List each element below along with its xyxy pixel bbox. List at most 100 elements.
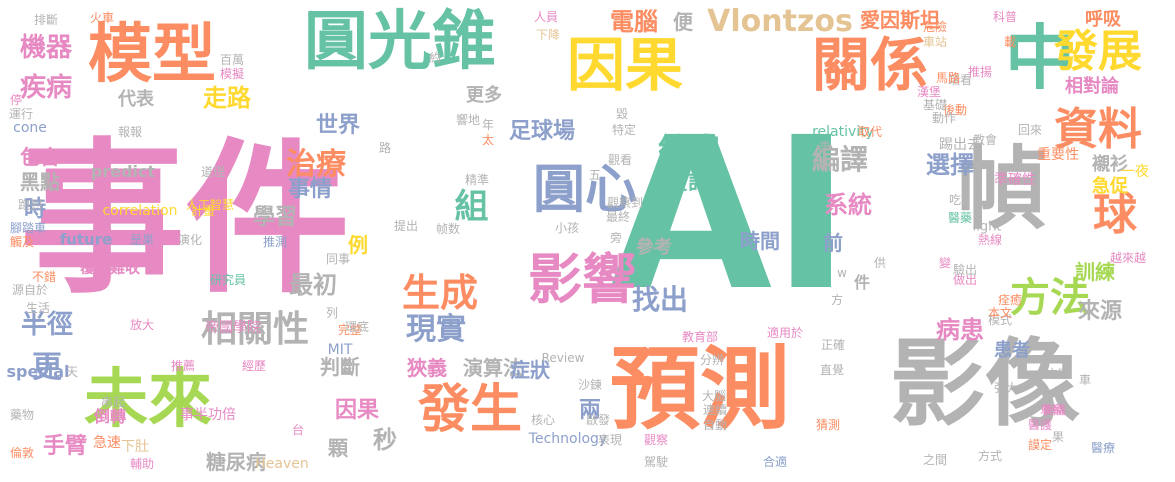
word-138: 推揚 — [967, 65, 993, 79]
word-70: 呼吸 — [1085, 9, 1121, 30]
word-177: 基礎 — [922, 98, 948, 112]
word-75: predict — [90, 162, 156, 181]
word-103: 核心 — [530, 413, 556, 427]
word-144: 危險 — [922, 20, 948, 34]
word-59: 黑點 — [20, 170, 60, 194]
word-97: 下肚 — [121, 439, 149, 455]
word-167: 帧数 — [435, 222, 461, 236]
word-174: 馬路 — [935, 71, 961, 85]
word-123: 做出 — [952, 273, 978, 287]
word-48: 資訊 — [665, 170, 711, 195]
word-195: 沙鍊 — [577, 378, 603, 392]
word-73: 重要性 — [1037, 147, 1079, 163]
word-171: 精準 — [464, 173, 490, 187]
word-62: 前 — [823, 231, 843, 255]
word-139: 端看 — [947, 73, 973, 87]
word-28: 治療 — [286, 147, 346, 182]
word-176: 後動 — [942, 103, 968, 117]
word-173: 特定 — [611, 123, 637, 137]
word-190: 果 — [1051, 430, 1065, 444]
word-186: 事 — [818, 140, 832, 154]
word-180: 約 — [428, 51, 442, 65]
word-56: 兩 — [578, 398, 602, 423]
word-196: 響地 — [455, 113, 481, 127]
word-72: 踢出去 — [939, 137, 981, 153]
word-90: 倒轉 — [93, 407, 127, 426]
word-110: 之間 — [922, 453, 948, 467]
word-128: 直覺 — [819, 363, 845, 377]
word-77: future — [59, 230, 113, 249]
word-115: 車輛 — [1039, 403, 1065, 417]
word-94: 推薦 — [170, 359, 196, 373]
word-164: 列 — [325, 306, 339, 320]
word-168: 小孩 — [554, 221, 580, 235]
word-179: 毀 — [615, 107, 629, 121]
word-2: 預測 — [610, 337, 790, 442]
word-197: 環底 — [344, 320, 370, 334]
word-95: 放大 — [129, 318, 155, 332]
word-35: 走路 — [203, 84, 251, 112]
word-53: 症狀 — [510, 358, 550, 382]
word-89: 研究員 — [209, 273, 247, 287]
word-119: 痊癒 — [997, 293, 1023, 307]
word-159: 推測 — [262, 235, 288, 249]
word-88: 帝國學院 — [205, 320, 261, 336]
word-6: 因果 — [566, 31, 684, 99]
word-69: 急促 — [1092, 176, 1128, 197]
word-93: 經歷 — [241, 359, 267, 373]
word-74: 準確性 — [994, 172, 1036, 188]
word-31: 病患 — [936, 316, 984, 344]
word-117: 模式 — [987, 313, 1013, 327]
word-26: 半徑 — [20, 310, 74, 340]
word-185: 旁 — [609, 231, 623, 245]
word-193: 表現 — [597, 433, 623, 447]
word-169: 最終 — [605, 210, 631, 224]
word-24: 找出 — [631, 283, 689, 316]
word-19: 相關性 — [200, 309, 310, 350]
word-108: 駕駛 — [643, 455, 669, 469]
word-109: 合適 — [762, 455, 788, 469]
word-126: 教育部 — [681, 330, 719, 344]
word-16: 球 — [1093, 189, 1137, 240]
word-30: 系統 — [824, 191, 872, 219]
word-33: 疾病 — [19, 73, 73, 103]
word-181: 路 — [378, 141, 392, 155]
word-3: 影像 — [889, 329, 1081, 440]
word-37: 相對論 — [1065, 76, 1119, 97]
word-104: 連續 — [702, 403, 728, 417]
word-15: 資料 — [1054, 104, 1142, 155]
word-83: Technology — [528, 431, 608, 447]
word-192: 台 — [291, 423, 305, 437]
word-81: MIT — [327, 342, 353, 358]
word-194: 啟發 — [585, 413, 611, 427]
word-63: 件 — [853, 273, 871, 292]
word-187: w — [837, 266, 847, 280]
word-29: 選擇 — [926, 151, 974, 179]
word-142: 人員 — [533, 10, 559, 24]
word-163: 停 — [9, 93, 23, 107]
word-39: 來源 — [1077, 299, 1123, 324]
word-124: 驗出 — [952, 263, 978, 277]
word-156: 觸及 — [9, 235, 35, 249]
word-146: 百萬 — [219, 53, 245, 67]
word-112: 醫護 — [1027, 418, 1053, 432]
word-141: 科普 — [992, 10, 1018, 24]
word-64: 便 — [673, 10, 693, 34]
word-100: 倫敦 — [9, 446, 35, 460]
word-143: 下降 — [535, 28, 561, 42]
word-170: 觀察到 — [606, 196, 644, 210]
word-87: 人工智慧 — [185, 198, 235, 212]
word-137: 取代 — [857, 125, 883, 139]
word-111: 方式 — [977, 449, 1003, 463]
word-85: Review — [541, 351, 585, 365]
word-44: 手臂 — [42, 434, 88, 459]
word-45: 因果 — [334, 398, 380, 423]
word-158: 演化 — [177, 233, 203, 247]
word-21: Vlontzos — [707, 4, 853, 39]
word-172: 觀看 — [607, 153, 633, 167]
word-9: 未來 — [84, 363, 212, 437]
word-42: 演算法 — [463, 356, 523, 380]
word-134: 供 — [873, 256, 887, 270]
word-132: 吃 — [948, 193, 962, 207]
word-106: 大腦 — [701, 389, 727, 403]
